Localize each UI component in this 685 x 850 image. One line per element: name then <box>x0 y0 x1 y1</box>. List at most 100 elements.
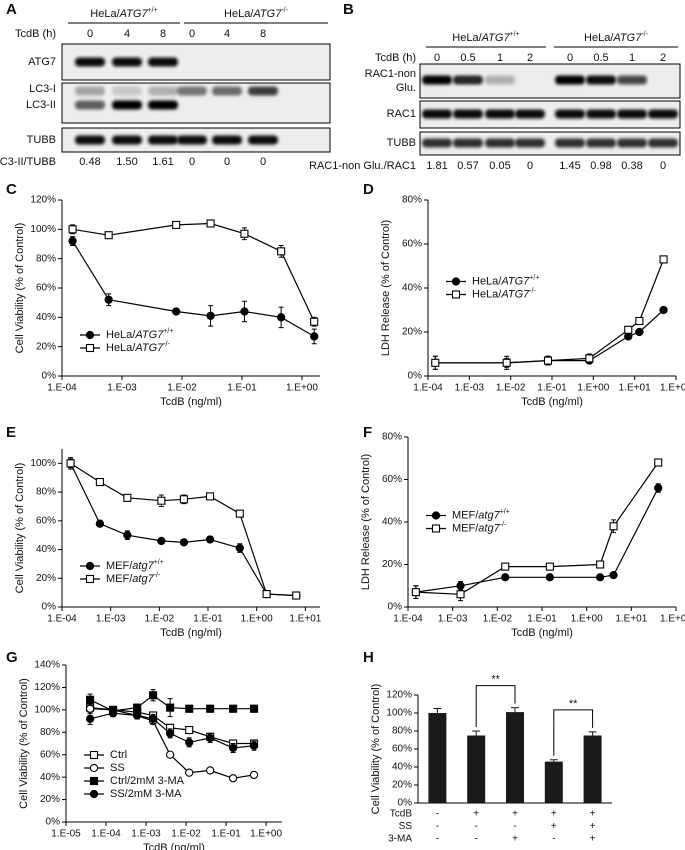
marker <box>86 695 95 704</box>
legend-label-part: HeLa/ <box>472 288 502 300</box>
marker <box>545 573 555 582</box>
y-tick-label: 100% <box>34 704 60 715</box>
y-tick-label: 60% <box>402 239 422 250</box>
blot-band <box>555 109 585 119</box>
legend-label-part: HeLa/ <box>472 275 502 287</box>
legend-label-part: +/+ <box>154 559 164 566</box>
ratio-value: 0.48 <box>79 156 100 168</box>
significance-label: ** <box>569 698 578 710</box>
marker <box>240 307 249 316</box>
panel-letter: H <box>363 649 374 666</box>
time-value: 0 <box>87 28 93 40</box>
legend-label-part: -/- <box>500 522 507 529</box>
x-tick-label: 1.E+01 <box>619 383 651 394</box>
ratio-value: 0.05 <box>489 160 510 172</box>
legend-marker <box>85 330 95 340</box>
error-bar <box>433 708 442 713</box>
legend-label: HeLa/ATG7+/+ <box>472 275 539 288</box>
legend-label-part: ATG7 <box>134 342 164 354</box>
legend-label-part: atg7 <box>478 522 500 534</box>
y-tick-label: 100% <box>30 224 56 235</box>
ratio-value: 0 <box>527 160 533 172</box>
x-tick-label: 1.E-01 <box>227 383 257 394</box>
blot-band <box>453 138 483 148</box>
time-value: 1 <box>497 52 503 64</box>
ratio-value: 1.81 <box>426 160 447 172</box>
x-tick-label: 1.E-01 <box>537 383 567 394</box>
bar <box>428 713 447 803</box>
y-tick-label: 40% <box>40 772 60 783</box>
blot-band <box>555 75 585 85</box>
blot-band <box>148 100 178 110</box>
blot-band <box>422 75 452 85</box>
marker <box>609 570 618 580</box>
panel-letter: E <box>6 424 16 441</box>
ratio-value: 1.50 <box>116 156 137 168</box>
legend-marker <box>89 776 99 786</box>
y-tick-label: 0% <box>46 817 61 828</box>
genotype-label-part: HeLa/ <box>224 8 254 20</box>
marker <box>185 725 194 735</box>
blot-band <box>422 138 452 148</box>
blot-band <box>112 57 142 67</box>
row-label: LC3-I <box>29 83 56 95</box>
x-tick-label: 1.E+00 <box>286 383 318 394</box>
marker <box>543 356 553 365</box>
y-tick-label: 20% <box>382 559 402 570</box>
time-value: 0.5 <box>593 52 608 64</box>
condition-sign: - <box>475 821 478 832</box>
legend-label-part: +/+ <box>500 509 510 516</box>
genotype-label: HeLa/ATG7-/- <box>584 31 649 44</box>
ratio-value: 0 <box>224 156 230 168</box>
genotype-label-part: +/+ <box>148 7 158 14</box>
y-tick-label: 40% <box>36 544 56 555</box>
blot-band <box>75 86 105 96</box>
blot-band <box>248 86 278 96</box>
genotype-label-part: ATG7 <box>252 8 282 20</box>
genotype-label-part: HeLa/ <box>452 32 482 44</box>
marker <box>108 709 118 718</box>
legend-label-part: SS/2mM 3-MA <box>110 788 182 800</box>
marker <box>133 703 142 712</box>
blot-band <box>212 135 242 145</box>
marker <box>431 358 440 367</box>
genotype-label-part: HeLa/ <box>584 32 614 44</box>
blot-strip <box>61 43 331 81</box>
y-tick-label: 0% <box>398 798 413 809</box>
blot-band <box>112 135 142 145</box>
y-tick-label: 40% <box>36 312 56 323</box>
blot-band <box>648 109 678 119</box>
blot-band <box>148 57 178 67</box>
y-tick-label: 80% <box>36 253 56 264</box>
x-tick-label: 1.E-05 <box>51 829 81 840</box>
legend-label-part: ATG7 <box>500 275 530 287</box>
marker <box>179 495 188 504</box>
blot-strip <box>419 131 681 156</box>
legend-label-part: SS <box>110 762 125 774</box>
y-axis-label: LDH Release (% of Control) <box>380 220 392 356</box>
y-tick-label: 100% <box>30 458 56 469</box>
legend-marker <box>89 750 99 760</box>
blot-band <box>453 75 483 85</box>
time-label: TcdB (h) <box>375 52 416 64</box>
marker <box>501 573 510 582</box>
y-tick-label: 80% <box>36 487 56 498</box>
x-tick-label: 1.E+00 <box>577 383 609 394</box>
marker <box>654 458 663 467</box>
marker <box>104 295 113 304</box>
legend-label: SS/2mM 3-MA <box>110 788 182 800</box>
marker <box>235 543 244 553</box>
y-tick-label: 60% <box>392 744 412 755</box>
x-tick-label: 1.E-01 <box>527 614 557 625</box>
marker <box>292 591 301 600</box>
legend-label: MEF/atg7+/+ <box>106 559 164 572</box>
y-tick-label: 40% <box>382 517 402 528</box>
x-tick-label: 1.E+00 <box>241 614 273 625</box>
x-tick-label: 1.E+00 <box>250 829 282 840</box>
condition-label: 3-MA <box>388 834 412 845</box>
y-tick-label: 100% <box>386 708 412 719</box>
x-tick-label: 1.E-02 <box>483 614 513 625</box>
marker <box>66 459 75 468</box>
blot-band <box>648 138 678 148</box>
ratio-value: 1.45 <box>559 160 580 172</box>
